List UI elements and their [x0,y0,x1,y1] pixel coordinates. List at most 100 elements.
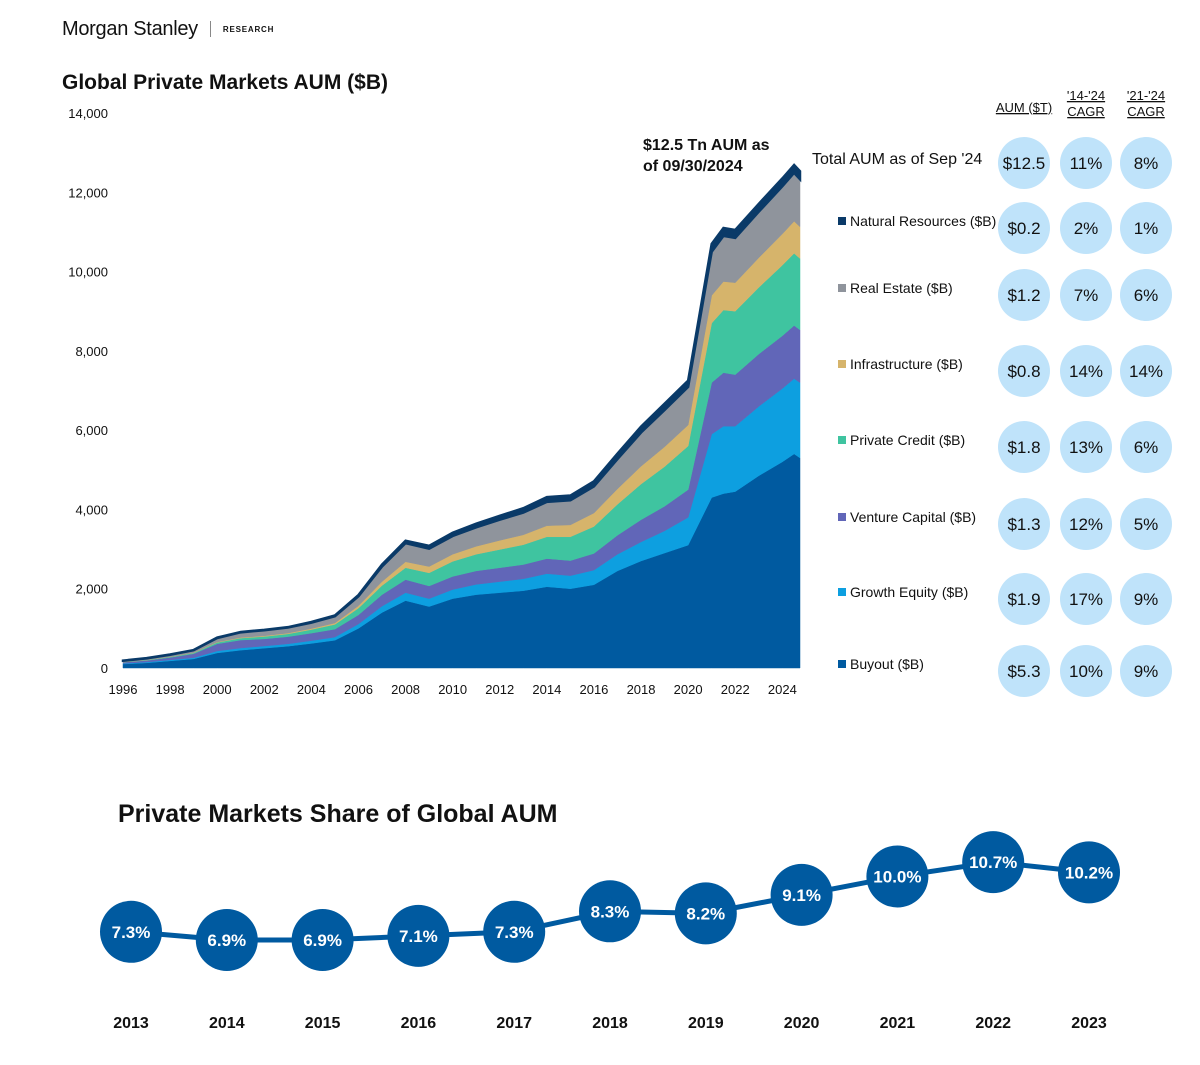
aum-annotation: $12.5 Tn AUM as [643,137,770,154]
bubble-value: $0.2 [1007,219,1040,238]
year-label: 2019 [688,1015,724,1032]
year-label: 2021 [880,1015,916,1032]
column-header: AUM ($T) [996,100,1052,115]
year-label: 2015 [305,1015,341,1032]
share-point-label: 8.3% [591,902,630,921]
value-bubble [1060,498,1112,550]
share-point-label: 10.7% [969,853,1017,872]
bubble-value: 17% [1069,590,1103,609]
legend-label: Buyout ($B) [850,656,924,672]
aum-annotation: of 09/30/2024 [643,158,743,175]
share-point [291,909,354,971]
share-point [579,880,641,943]
value-bubble [1120,498,1172,550]
year-label: 2017 [496,1015,532,1032]
bubble-value: 8% [1134,154,1159,173]
share-chart-title: Private Markets Share of Global AUM [118,800,557,828]
y-tick-label: 10,000 [68,265,108,280]
legend-label: Private Credit ($B) [850,432,965,448]
value-bubble [1060,269,1112,321]
bubble-value: 14% [1069,362,1103,381]
x-tick-label: 1998 [156,682,185,697]
legend-swatch [838,513,846,521]
y-tick-label: 8,000 [75,344,108,359]
share-point-label: 10.2% [1065,863,1113,882]
section-label: RESEARCH [222,24,275,34]
bubble-value: 6% [1134,438,1159,457]
x-tick-label: 2024 [768,682,797,697]
value-bubble [1120,202,1172,254]
value-bubble [998,421,1050,473]
x-tick-label: 2010 [438,682,467,697]
legend-label: Real Estate ($B) [850,280,953,296]
value-bubble [998,573,1050,625]
bubble-value: 9% [1134,590,1159,609]
share-point [866,845,929,908]
year-label: 2013 [113,1015,149,1032]
share-point-label: 6.9% [303,931,342,950]
bubble-value: $12.5 [1003,154,1046,173]
bubble-value: 7% [1074,286,1099,305]
legend-label: Venture Capital ($B) [850,509,976,525]
bubble-value: $1.3 [1007,515,1040,534]
x-tick-label: 2014 [532,682,561,697]
brand-logo: Morgan Stanley [62,17,198,40]
x-tick-label: 2000 [203,682,232,697]
value-bubble [998,202,1050,254]
bubble-value: 6% [1134,286,1159,305]
year-label: 2022 [975,1015,1011,1032]
share-point-label: 7.1% [399,927,438,946]
value-bubble [1120,137,1172,189]
x-tick-label: 2008 [391,682,420,697]
value-bubble [1060,137,1112,189]
value-bubble [1120,421,1172,473]
value-bubble [1060,645,1112,697]
value-bubble [1060,202,1112,254]
value-bubble [1060,573,1112,625]
share-point [483,900,546,963]
x-tick-label: 2018 [627,682,656,697]
share-point [387,904,450,967]
bubble-value: $0.8 [1007,362,1040,381]
value-bubble [1120,345,1172,397]
x-tick-label: 2006 [344,682,373,697]
x-tick-label: 1996 [109,682,138,697]
x-tick-label: 2020 [674,682,703,697]
share-line-chart: Private Markets Share of Global AUM 7.3% 2… [100,800,1120,1032]
value-bubble [998,645,1050,697]
share-point [770,863,833,926]
column-header: CAGR [1067,104,1105,119]
value-bubble [1060,345,1112,397]
bubble-value: 9% [1134,662,1159,681]
header-divider [209,21,211,37]
bubble-value: 10% [1069,662,1103,681]
y-tick-label: 14,000 [68,106,108,121]
bubble-value: 12% [1069,515,1103,534]
share-point [100,900,162,963]
value-bubble [998,498,1050,550]
value-bubble [1120,269,1172,321]
share-point-label: 8.2% [686,904,725,923]
y-tick-label: 0 [101,661,108,676]
area-chart-title: Global Private Markets AUM ($B) [62,71,388,94]
x-tick-label: 2022 [721,682,750,697]
year-label: 2016 [401,1015,437,1032]
year-label: 2018 [592,1015,628,1032]
area-natural-resources-b [121,163,802,663]
value-bubble [1060,421,1112,473]
legend-label: Infrastructure ($B) [850,356,963,372]
legend-swatch [838,588,846,596]
share-point [962,831,1025,894]
y-tick-label: 12,000 [68,185,108,200]
bubble-value: $1.2 [1007,286,1040,305]
year-label: 2014 [209,1015,245,1032]
bubble-value: 2% [1074,219,1099,238]
share-point-label: 7.3% [495,923,534,942]
x-tick-label: 2016 [579,682,608,697]
bubble-value: $1.8 [1007,438,1040,457]
y-tick-label: 6,000 [75,423,108,438]
bubble-value: $1.9 [1007,590,1040,609]
share-point [1058,841,1120,904]
value-bubble [998,269,1050,321]
